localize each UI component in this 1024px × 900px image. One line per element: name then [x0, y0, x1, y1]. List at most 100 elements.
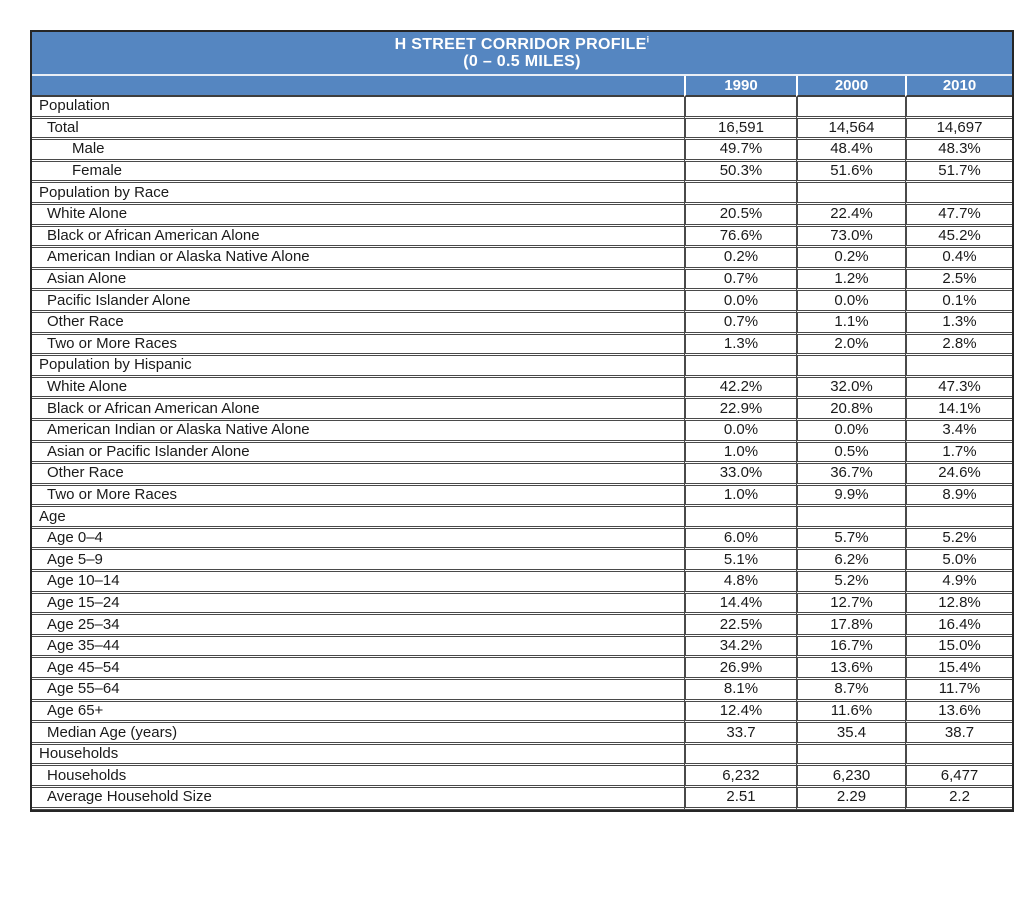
value-cell: 12.7% [796, 593, 905, 616]
value-cell: 0.7% [684, 312, 796, 335]
value-cell: 12.4% [684, 701, 796, 724]
value-cell: 45.2% [905, 226, 1013, 249]
value-cell: 2.51 [684, 788, 796, 810]
section-label: Population by Race [32, 183, 684, 205]
value-cell: 0.7% [684, 269, 796, 292]
row-label: Two or More Races [32, 486, 684, 508]
value-cell: 5.0% [905, 550, 1013, 573]
table-row: Male 49.7% 48.4% 48.3% [32, 140, 1013, 162]
value-cell: 76.6% [684, 226, 796, 249]
row-label: White Alone [32, 205, 684, 227]
table-row: Age 55–64 8.1% 8.7% 11.7% [32, 680, 1013, 702]
table-row: American Indian or Alaska Native Alone 0.… [32, 420, 1013, 443]
value-cell: 2.29 [796, 788, 905, 810]
value-cell: 5.7% [796, 528, 905, 551]
section-label: Population by Hispanic [32, 356, 684, 378]
value-cell: 42.2% [684, 377, 796, 400]
section-empty-cell [905, 356, 1013, 378]
row-label: Age 45–54 [32, 658, 684, 681]
value-cell: 8.9% [905, 485, 1013, 508]
row-label: Other Race [32, 464, 684, 486]
value-cell: 14,697 [905, 118, 1013, 141]
value-cell: 24.6% [905, 464, 1013, 486]
value-cell: 73.0% [796, 226, 905, 249]
section-label: Population [32, 97, 684, 119]
value-cell: 12.8% [905, 593, 1013, 616]
section-empty-cell [684, 507, 796, 529]
row-label: Median Age (years) [32, 723, 684, 745]
row-label: Age 65+ [32, 702, 684, 724]
value-cell: 3.4% [905, 420, 1013, 443]
table-row: Households 6,232 6,230 6,477 [32, 766, 1013, 788]
value-cell: 0.4% [905, 248, 1013, 270]
section-empty-cell [684, 356, 796, 378]
value-cell: 5.2% [796, 572, 905, 594]
row-label: Other Race [32, 313, 684, 335]
value-cell: 0.0% [684, 291, 796, 313]
row-label: Age 5–9 [32, 550, 684, 573]
document-page: H STREET CORRIDOR PROFILEi (0 – 0.5 MILE… [30, 30, 1015, 812]
row-label: Black or African American Alone [32, 399, 684, 421]
table-row: Age 35–44 34.2% 16.7% 15.0% [32, 636, 1013, 659]
value-cell: 20.5% [684, 204, 796, 227]
value-cell: 1.0% [684, 442, 796, 465]
value-cell: 6.0% [684, 528, 796, 551]
value-cell: 1.3% [905, 312, 1013, 335]
value-cell: 2.5% [905, 269, 1013, 292]
section-empty-cell [684, 183, 796, 205]
value-cell: 22.4% [796, 204, 905, 227]
row-label: Male [32, 140, 684, 162]
value-cell: 11.7% [905, 680, 1013, 702]
section-empty-cell [796, 183, 905, 205]
value-cell: 38.7 [905, 723, 1013, 745]
value-cell: 4.9% [905, 572, 1013, 594]
year-header-row: 1990 2000 2010 [32, 76, 1013, 97]
value-cell: 33.7 [684, 723, 796, 745]
value-cell: 34.2% [684, 636, 796, 659]
table-row: Age 15–24 14.4% 12.7% 12.8% [32, 593, 1013, 616]
section-empty-cell [796, 97, 905, 119]
value-cell: 0.2% [796, 248, 905, 270]
section-empty-cell [796, 507, 905, 529]
year-column-header: 2010 [905, 76, 1013, 97]
table-row: Median Age (years) 33.7 35.4 38.7 [32, 723, 1013, 745]
value-cell: 5.2% [905, 528, 1013, 551]
value-cell: 1.2% [796, 269, 905, 292]
row-label: Age 15–24 [32, 594, 684, 616]
table-title-line1: H STREET CORRIDOR PROFILEi [394, 34, 650, 53]
value-cell: 15.4% [905, 658, 1013, 681]
table-row: Asian or Pacific Islander Alone 1.0% 0.5% 1… [32, 442, 1013, 465]
section-empty-cell [684, 97, 796, 119]
value-cell: 0.1% [905, 291, 1013, 313]
row-label: Average Household Size [32, 788, 684, 810]
row-label: Total [32, 119, 684, 141]
value-cell: 13.6% [905, 701, 1013, 724]
row-label: American Indian or Alaska Native Alone [32, 421, 684, 443]
value-cell: 32.0% [796, 377, 905, 400]
row-label: American Indian or Alaska Native Alone [32, 248, 684, 270]
value-cell: 16,591 [684, 118, 796, 141]
table-row: Age 45–54 26.9% 13.6% 15.4% [32, 658, 1013, 681]
value-cell: 14.1% [905, 399, 1013, 421]
table-row: Black or African American Alone 76.6% 73.0… [32, 226, 1013, 249]
value-cell: 6,232 [684, 766, 796, 788]
table-row: Two or More Races 1.0% 9.9% 8.9% [32, 485, 1013, 508]
value-cell: 15.0% [905, 636, 1013, 659]
row-label: Black or African American Alone [32, 227, 684, 249]
value-cell: 33.0% [684, 464, 796, 486]
value-cell: 16.4% [905, 615, 1013, 637]
corridor-profile-table: H STREET CORRIDOR PROFILEi (0 – 0.5 MILE… [30, 30, 1015, 812]
value-cell: 6,477 [905, 766, 1013, 788]
section-empty-cell [684, 744, 796, 767]
value-cell: 9.9% [796, 485, 905, 508]
table-row: Age 0–4 6.0% 5.7% 5.2% [32, 528, 1013, 551]
table-title: H STREET CORRIDOR PROFILEi (0 – 0.5 MILE… [32, 32, 1013, 76]
row-label: Age 55–64 [32, 680, 684, 702]
row-label: Female [32, 162, 684, 184]
table-row: Age 65+ 12.4% 11.6% 13.6% [32, 701, 1013, 724]
row-label: Households [32, 766, 684, 788]
table-row: Black or African American Alone 22.9% 20.8… [32, 399, 1013, 421]
table-body: Population Total 16,591 14,564 14,697 Male 49.… [32, 97, 1013, 810]
section-empty-cell [905, 507, 1013, 529]
table-row: White Alone 20.5% 22.4% 47.7% [32, 204, 1013, 227]
